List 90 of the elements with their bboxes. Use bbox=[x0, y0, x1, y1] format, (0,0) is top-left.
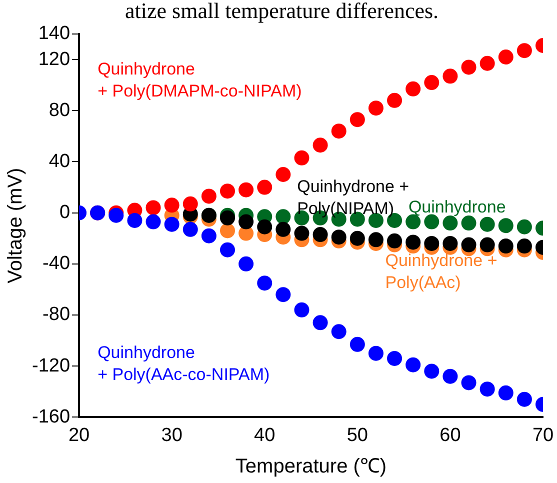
point bbox=[220, 242, 235, 258]
point bbox=[461, 60, 476, 75]
point bbox=[498, 238, 514, 254]
point bbox=[201, 228, 216, 244]
point bbox=[480, 56, 495, 71]
point bbox=[516, 392, 532, 407]
point bbox=[257, 219, 272, 234]
y-tick-label: 0 bbox=[59, 202, 70, 224]
series-label: Quinhydrone bbox=[408, 197, 506, 216]
point bbox=[516, 219, 532, 234]
point bbox=[350, 336, 365, 352]
point bbox=[442, 68, 458, 84]
x-axis-title: Temperature (℃) bbox=[235, 456, 387, 478]
point bbox=[276, 222, 291, 237]
point bbox=[406, 357, 421, 372]
y-tick-label: 80 bbox=[48, 100, 70, 121]
x-tick-label: 60 bbox=[440, 424, 461, 446]
point bbox=[406, 81, 421, 96]
point bbox=[516, 238, 532, 254]
point bbox=[498, 218, 514, 234]
point bbox=[331, 124, 346, 139]
point bbox=[127, 212, 142, 228]
y-tick-label: -160 bbox=[32, 406, 70, 428]
point bbox=[331, 324, 346, 340]
point bbox=[276, 209, 291, 224]
point bbox=[480, 382, 495, 397]
y-tick-label: 140 bbox=[38, 23, 70, 44]
point bbox=[164, 216, 180, 232]
series-label: Quinhydrone + Poly(AAc) bbox=[385, 251, 498, 292]
point bbox=[461, 216, 476, 231]
point bbox=[201, 188, 216, 204]
point bbox=[312, 315, 328, 330]
point bbox=[424, 364, 440, 379]
point bbox=[146, 200, 161, 216]
text: Quinhydrone + Poly(DMAPM-co-NIPAM) bbox=[98, 59, 302, 100]
point bbox=[276, 167, 291, 182]
point bbox=[294, 150, 310, 166]
point bbox=[238, 256, 254, 272]
point bbox=[368, 232, 384, 248]
point bbox=[498, 49, 514, 64]
point bbox=[146, 214, 161, 230]
point bbox=[238, 214, 254, 230]
point bbox=[312, 227, 328, 242]
point bbox=[424, 236, 440, 251]
point bbox=[442, 216, 458, 231]
point bbox=[387, 350, 402, 366]
series-label: Quinhydrone + Poly(NIPAM) bbox=[297, 176, 410, 218]
y-axis-title: Voltage (mV) bbox=[4, 168, 27, 284]
x-tick-label: 70 bbox=[532, 424, 554, 446]
point bbox=[164, 198, 180, 213]
point bbox=[516, 43, 532, 58]
point bbox=[276, 287, 291, 302]
point bbox=[424, 75, 440, 90]
point bbox=[312, 138, 328, 153]
point bbox=[331, 230, 346, 245]
point bbox=[257, 180, 272, 195]
x-tick-label: 20 bbox=[68, 424, 90, 446]
y-tick-label: -120 bbox=[32, 355, 70, 376]
point bbox=[461, 375, 476, 390]
point bbox=[442, 368, 458, 384]
point bbox=[294, 302, 310, 318]
point bbox=[257, 276, 272, 291]
y-tick-label: 40 bbox=[48, 150, 70, 172]
point bbox=[350, 112, 365, 128]
point bbox=[498, 385, 514, 400]
y-tick-label: 120 bbox=[38, 48, 70, 70]
text: Quinhydrone + Poly(AAc-co-NIPAM) bbox=[98, 343, 270, 384]
point bbox=[406, 234, 421, 250]
y-tick-label: -40 bbox=[42, 253, 70, 274]
point bbox=[387, 233, 402, 248]
x-tick-label: 50 bbox=[346, 424, 368, 446]
point bbox=[350, 230, 365, 246]
point bbox=[294, 226, 310, 241]
point bbox=[368, 346, 384, 361]
point bbox=[368, 100, 384, 116]
point bbox=[182, 222, 198, 237]
point bbox=[461, 237, 476, 252]
point bbox=[406, 214, 421, 230]
x-tick-label: 30 bbox=[161, 424, 182, 446]
text: atize small temperature differences. bbox=[125, 0, 439, 23]
point bbox=[442, 236, 458, 251]
point bbox=[238, 182, 254, 198]
x-tick-label: 40 bbox=[254, 424, 276, 446]
point bbox=[220, 184, 235, 199]
point bbox=[480, 216, 495, 232]
y-tick-label: -80 bbox=[42, 304, 70, 326]
point bbox=[480, 237, 495, 252]
point bbox=[387, 92, 402, 108]
point bbox=[220, 223, 235, 238]
point bbox=[182, 196, 198, 212]
